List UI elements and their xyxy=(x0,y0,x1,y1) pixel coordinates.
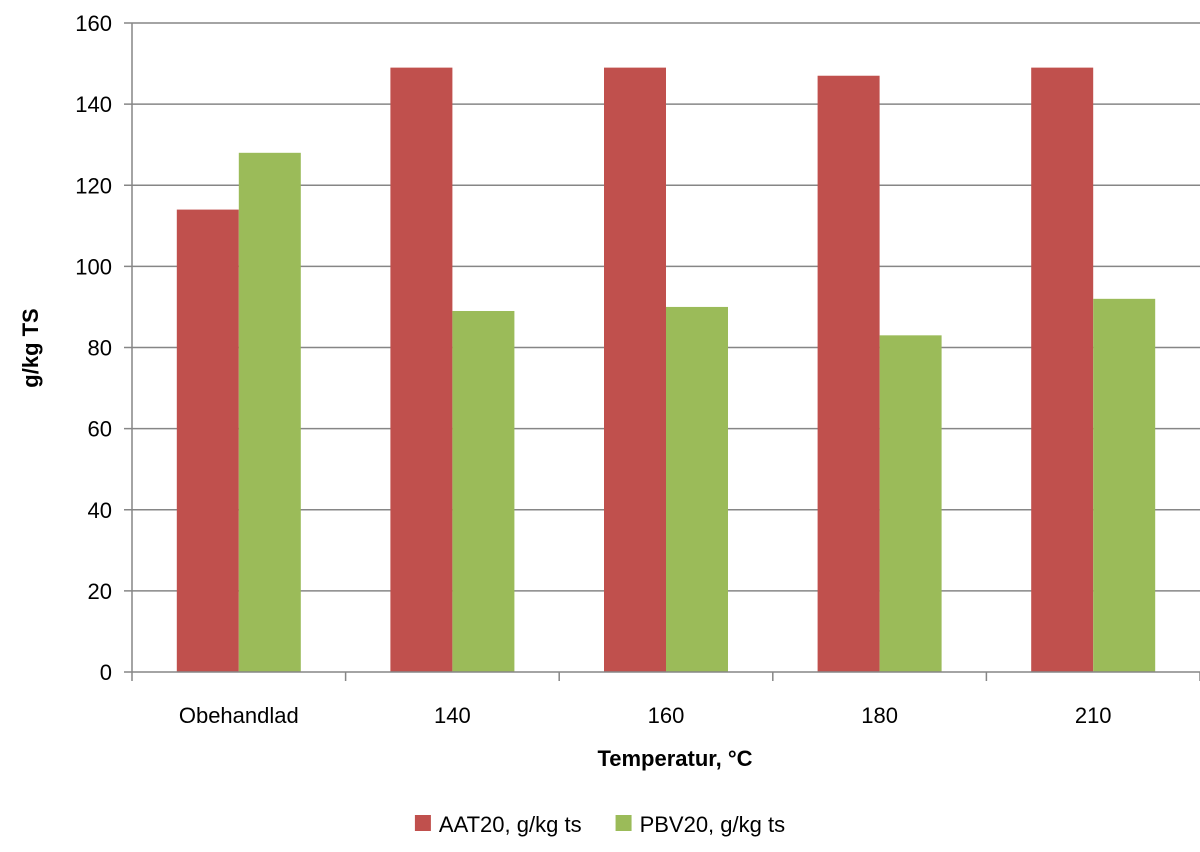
y-tick-label: 120 xyxy=(75,173,112,198)
bar xyxy=(604,67,666,672)
bar xyxy=(1093,298,1156,672)
bar xyxy=(390,67,453,672)
y-tick-label: 0 xyxy=(100,660,112,685)
y-tick-label: 160 xyxy=(75,11,112,36)
x-tick-label: 160 xyxy=(648,703,685,728)
bar xyxy=(817,75,880,672)
bar xyxy=(452,310,515,672)
y-tick-label: 140 xyxy=(75,92,112,117)
bar xyxy=(238,152,301,673)
y-tick-label: 80 xyxy=(88,336,112,361)
x-axis-title: Temperatur, °C xyxy=(597,746,752,771)
y-tick-label: 40 xyxy=(88,498,112,523)
bar xyxy=(1031,67,1094,672)
x-tick-label: 180 xyxy=(861,703,898,728)
x-tick-label: 210 xyxy=(1075,703,1112,728)
bar xyxy=(176,209,239,672)
bar xyxy=(879,335,942,672)
legend-label: PBV20, g/kg ts xyxy=(640,812,786,837)
legend-swatch xyxy=(615,815,632,831)
y-tick-label: 20 xyxy=(88,579,112,604)
bar xyxy=(666,306,728,672)
axes xyxy=(124,22,1200,681)
y-axis-title: g/kg TS xyxy=(18,308,43,387)
legend: AAT20, g/kg ts PBV20, g/kg ts xyxy=(414,812,786,837)
legend-swatch xyxy=(414,815,431,831)
x-tick-label: 140 xyxy=(434,703,471,728)
y-tick-labels: 0 20 40 60 80 100 120 140 160 xyxy=(75,11,112,685)
x-tick-labels: Obehandlad 140 160 180 210 xyxy=(179,703,1112,728)
y-tick-label: 100 xyxy=(75,254,112,279)
y-tick-label: 60 xyxy=(88,417,112,442)
x-tick-label: Obehandlad xyxy=(179,703,299,728)
bars xyxy=(176,67,1156,673)
legend-label: AAT20, g/kg ts xyxy=(439,812,582,837)
